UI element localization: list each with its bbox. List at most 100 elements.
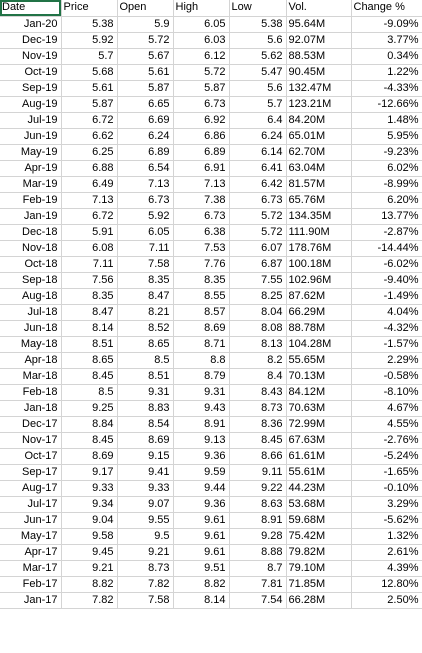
cell-volume[interactable]: 66.29M	[286, 304, 352, 321]
cell-high[interactable]: 8.69	[173, 320, 230, 337]
cell-change[interactable]: -1.65%	[351, 464, 422, 481]
cell-price[interactable]: 5.91	[61, 224, 118, 241]
cell-high[interactable]: 9.61	[173, 544, 230, 561]
cell-change[interactable]: 5.95%	[351, 128, 422, 145]
cell-volume[interactable]: 75.42M	[286, 528, 352, 545]
cell-date[interactable]: Jul-18	[0, 304, 62, 321]
cell-open[interactable]: 8.35	[117, 272, 174, 289]
cell-date[interactable]: Aug-19	[0, 96, 62, 113]
cell-change[interactable]: -8.99%	[351, 176, 422, 193]
cell-date[interactable]: May-18	[0, 336, 62, 353]
cell-change[interactable]: -5.62%	[351, 512, 422, 529]
cell-price[interactable]: 7.56	[61, 272, 118, 289]
cell-open[interactable]: 6.05	[117, 224, 174, 241]
cell-low[interactable]: 7.54	[229, 592, 287, 609]
cell-date[interactable]: Apr-17	[0, 544, 62, 561]
cell-volume[interactable]: 81.57M	[286, 176, 352, 193]
cell-low[interactable]: 8.36	[229, 416, 287, 433]
cell-high[interactable]: 6.73	[173, 208, 230, 225]
cell-low[interactable]: 5.62	[229, 48, 287, 65]
cell-change[interactable]: -6.02%	[351, 256, 422, 273]
cell-low[interactable]: 6.41	[229, 160, 287, 177]
cell-price[interactable]: 9.58	[61, 528, 118, 545]
cell-open[interactable]: 8.21	[117, 304, 174, 321]
cell-date[interactable]: Aug-17	[0, 480, 62, 497]
cell-change[interactable]: -9.23%	[351, 144, 422, 161]
cell-price[interactable]: 7.82	[61, 592, 118, 609]
cell-price[interactable]: 8.47	[61, 304, 118, 321]
cell-change[interactable]: 6.20%	[351, 192, 422, 209]
cell-date[interactable]: Dec-17	[0, 416, 62, 433]
cell-change[interactable]: -5.24%	[351, 448, 422, 465]
cell-open[interactable]: 6.65	[117, 96, 174, 113]
cell-low[interactable]: 8.43	[229, 384, 287, 401]
cell-open[interactable]: 8.47	[117, 288, 174, 305]
cell-open[interactable]: 9.5	[117, 528, 174, 545]
cell-high[interactable]: 8.57	[173, 304, 230, 321]
cell-high[interactable]: 6.05	[173, 16, 230, 33]
cell-volume[interactable]: 84.12M	[286, 384, 352, 401]
cell-volume[interactable]: 65.01M	[286, 128, 352, 145]
cell-open[interactable]: 5.87	[117, 80, 174, 97]
cell-price[interactable]: 5.92	[61, 32, 118, 49]
cell-change[interactable]: -2.76%	[351, 432, 422, 449]
cell-date[interactable]: Nov-17	[0, 432, 62, 449]
cell-high[interactable]: 7.38	[173, 192, 230, 209]
cell-volume[interactable]: 62.70M	[286, 144, 352, 161]
cell-open[interactable]: 6.24	[117, 128, 174, 145]
cell-low[interactable]: 8.25	[229, 288, 287, 305]
cell-open[interactable]: 5.92	[117, 208, 174, 225]
cell-open[interactable]: 5.61	[117, 64, 174, 81]
cell-change[interactable]: 4.67%	[351, 400, 422, 417]
cell-price[interactable]: 6.62	[61, 128, 118, 145]
cell-high[interactable]: 9.36	[173, 496, 230, 513]
cell-change[interactable]: 3.29%	[351, 496, 422, 513]
cell-price[interactable]: 8.84	[61, 416, 118, 433]
cell-open[interactable]: 6.69	[117, 112, 174, 129]
cell-high[interactable]: 7.53	[173, 240, 230, 257]
cell-date[interactable]: Jan-20	[0, 16, 62, 33]
cell-price[interactable]: 5.61	[61, 80, 118, 97]
cell-high[interactable]: 8.8	[173, 352, 230, 369]
cell-volume[interactable]: 53.68M	[286, 496, 352, 513]
cell-open[interactable]: 6.54	[117, 160, 174, 177]
cell-date[interactable]: Jul-17	[0, 496, 62, 513]
cell-date[interactable]: Mar-19	[0, 176, 62, 193]
cell-low[interactable]: 8.66	[229, 448, 287, 465]
cell-volume[interactable]: 55.65M	[286, 352, 352, 369]
cell-open[interactable]: 9.33	[117, 480, 174, 497]
cell-volume[interactable]: 44.23M	[286, 480, 352, 497]
cell-low[interactable]: 5.38	[229, 16, 287, 33]
cell-high[interactable]: 9.44	[173, 480, 230, 497]
cell-date[interactable]: Feb-18	[0, 384, 62, 401]
cell-price[interactable]: 9.17	[61, 464, 118, 481]
cell-volume[interactable]: 111.90M	[286, 224, 352, 241]
cell-low[interactable]: 5.72	[229, 208, 287, 225]
cell-volume[interactable]: 66.28M	[286, 592, 352, 609]
cell-date[interactable]: Oct-18	[0, 256, 62, 273]
cell-date[interactable]: May-19	[0, 144, 62, 161]
cell-open[interactable]: 8.69	[117, 432, 174, 449]
cell-volume[interactable]: 100.18M	[286, 256, 352, 273]
header-open[interactable]: Open	[117, 0, 174, 17]
cell-high[interactable]: 7.13	[173, 176, 230, 193]
cell-low[interactable]: 8.4	[229, 368, 287, 385]
cell-date[interactable]: Feb-17	[0, 576, 62, 593]
cell-volume[interactable]: 55.61M	[286, 464, 352, 481]
cell-open[interactable]: 5.9	[117, 16, 174, 33]
cell-high[interactable]: 9.36	[173, 448, 230, 465]
cell-open[interactable]: 7.13	[117, 176, 174, 193]
cell-high[interactable]: 7.76	[173, 256, 230, 273]
cell-volume[interactable]: 84.20M	[286, 112, 352, 129]
cell-date[interactable]: Aug-18	[0, 288, 62, 305]
cell-price[interactable]: 9.21	[61, 560, 118, 577]
cell-price[interactable]: 6.25	[61, 144, 118, 161]
cell-price[interactable]: 9.33	[61, 480, 118, 497]
cell-low[interactable]: 5.6	[229, 32, 287, 49]
cell-high[interactable]: 8.35	[173, 272, 230, 289]
cell-change[interactable]: 1.22%	[351, 64, 422, 81]
cell-low[interactable]: 8.2	[229, 352, 287, 369]
cell-date[interactable]: Nov-18	[0, 240, 62, 257]
cell-open[interactable]: 8.5	[117, 352, 174, 369]
cell-high[interactable]: 6.91	[173, 160, 230, 177]
